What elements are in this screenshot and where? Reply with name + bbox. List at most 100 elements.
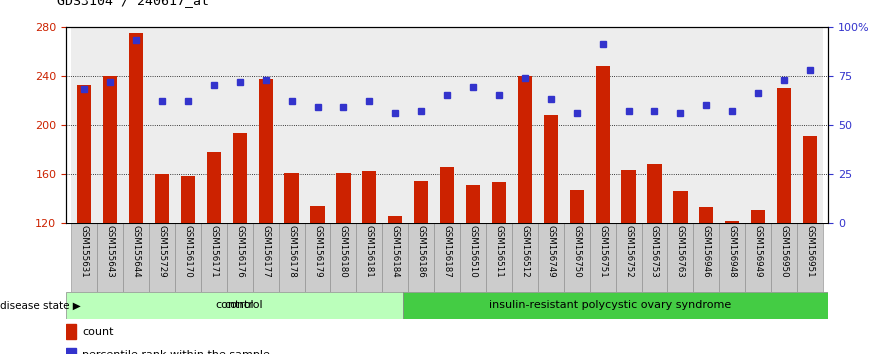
Text: GSM156170: GSM156170 <box>183 225 192 278</box>
Bar <box>564 27 589 223</box>
Bar <box>97 223 123 292</box>
Bar <box>460 223 486 292</box>
Bar <box>797 27 823 223</box>
Bar <box>155 174 169 223</box>
Bar <box>408 27 434 223</box>
Bar <box>440 166 455 223</box>
Bar <box>621 170 636 223</box>
Bar <box>233 133 247 223</box>
Bar <box>103 76 117 223</box>
Text: GSM156512: GSM156512 <box>521 225 529 278</box>
Bar <box>668 223 693 292</box>
Bar <box>486 27 512 223</box>
Bar <box>408 223 434 292</box>
Bar <box>201 223 226 292</box>
Text: GSM156178: GSM156178 <box>287 225 296 278</box>
Text: count: count <box>82 327 114 337</box>
Text: GSM156181: GSM156181 <box>365 225 374 278</box>
Bar <box>330 223 357 292</box>
Bar <box>725 221 739 223</box>
Bar <box>616 27 641 223</box>
Text: GSM156177: GSM156177 <box>261 225 270 278</box>
Bar <box>693 223 719 292</box>
Bar <box>253 27 278 223</box>
Bar <box>305 27 330 223</box>
Bar <box>673 191 687 223</box>
Text: GSM156176: GSM156176 <box>235 225 244 278</box>
Bar <box>460 27 486 223</box>
Text: GSM156186: GSM156186 <box>417 225 426 278</box>
Text: GSM156753: GSM156753 <box>650 225 659 278</box>
Text: GSM156763: GSM156763 <box>676 225 685 278</box>
Bar <box>434 27 460 223</box>
Bar <box>149 27 175 223</box>
Bar <box>745 223 771 292</box>
Bar <box>403 292 828 319</box>
Bar <box>641 223 668 292</box>
Bar <box>357 223 382 292</box>
Bar <box>466 185 480 223</box>
Text: GSM155631: GSM155631 <box>79 225 89 278</box>
Bar <box>537 223 564 292</box>
Bar <box>486 223 512 292</box>
Text: GSM156184: GSM156184 <box>391 225 400 278</box>
Bar <box>201 27 226 223</box>
Text: GSM156752: GSM156752 <box>624 225 633 278</box>
Text: GSM155729: GSM155729 <box>158 225 167 278</box>
Bar <box>330 27 357 223</box>
Bar <box>700 207 714 223</box>
Bar <box>589 223 616 292</box>
Bar <box>492 183 506 223</box>
Bar <box>537 27 564 223</box>
Text: GSM156511: GSM156511 <box>494 225 503 278</box>
Text: control: control <box>215 300 254 310</box>
Bar <box>414 181 428 223</box>
Bar <box>570 190 584 223</box>
Bar <box>389 216 403 223</box>
Text: GSM156180: GSM156180 <box>339 225 348 278</box>
Bar <box>123 27 149 223</box>
Bar <box>564 223 589 292</box>
Bar <box>512 223 537 292</box>
Bar <box>207 152 221 223</box>
Text: GSM156950: GSM156950 <box>780 225 788 278</box>
Bar <box>616 223 641 292</box>
Bar <box>771 223 797 292</box>
Bar <box>278 27 305 223</box>
Bar <box>382 223 408 292</box>
Bar <box>777 88 791 223</box>
Bar <box>78 85 92 223</box>
Text: GSM156749: GSM156749 <box>546 225 555 278</box>
Text: GSM156171: GSM156171 <box>210 225 218 278</box>
Bar <box>434 223 460 292</box>
Text: percentile rank within the sample: percentile rank within the sample <box>82 350 270 354</box>
Bar <box>771 27 797 223</box>
Bar <box>123 223 149 292</box>
Text: GSM156750: GSM156750 <box>573 225 581 278</box>
Bar <box>66 292 403 319</box>
Bar <box>693 27 719 223</box>
Bar <box>544 115 558 223</box>
Text: GDS3104 / 240617_at: GDS3104 / 240617_at <box>57 0 210 7</box>
Bar <box>149 223 175 292</box>
Bar <box>181 176 195 223</box>
Text: insulin-resistant polycystic ovary syndrome: insulin-resistant polycystic ovary syndr… <box>489 300 731 310</box>
Text: GSM156179: GSM156179 <box>313 225 322 278</box>
Bar <box>66 348 76 354</box>
Bar <box>648 164 662 223</box>
Bar <box>129 33 144 223</box>
Text: GSM156751: GSM156751 <box>598 225 607 278</box>
Bar <box>278 223 305 292</box>
Bar <box>285 173 299 223</box>
Text: GSM156187: GSM156187 <box>442 225 452 278</box>
Bar <box>797 223 823 292</box>
Bar <box>382 27 408 223</box>
Bar <box>751 210 766 223</box>
Bar <box>253 223 278 292</box>
Text: GSM156951: GSM156951 <box>805 225 815 278</box>
Bar <box>596 66 610 223</box>
Text: control: control <box>225 300 263 310</box>
Bar <box>305 223 330 292</box>
Bar <box>71 27 97 223</box>
Text: GSM156946: GSM156946 <box>702 225 711 278</box>
